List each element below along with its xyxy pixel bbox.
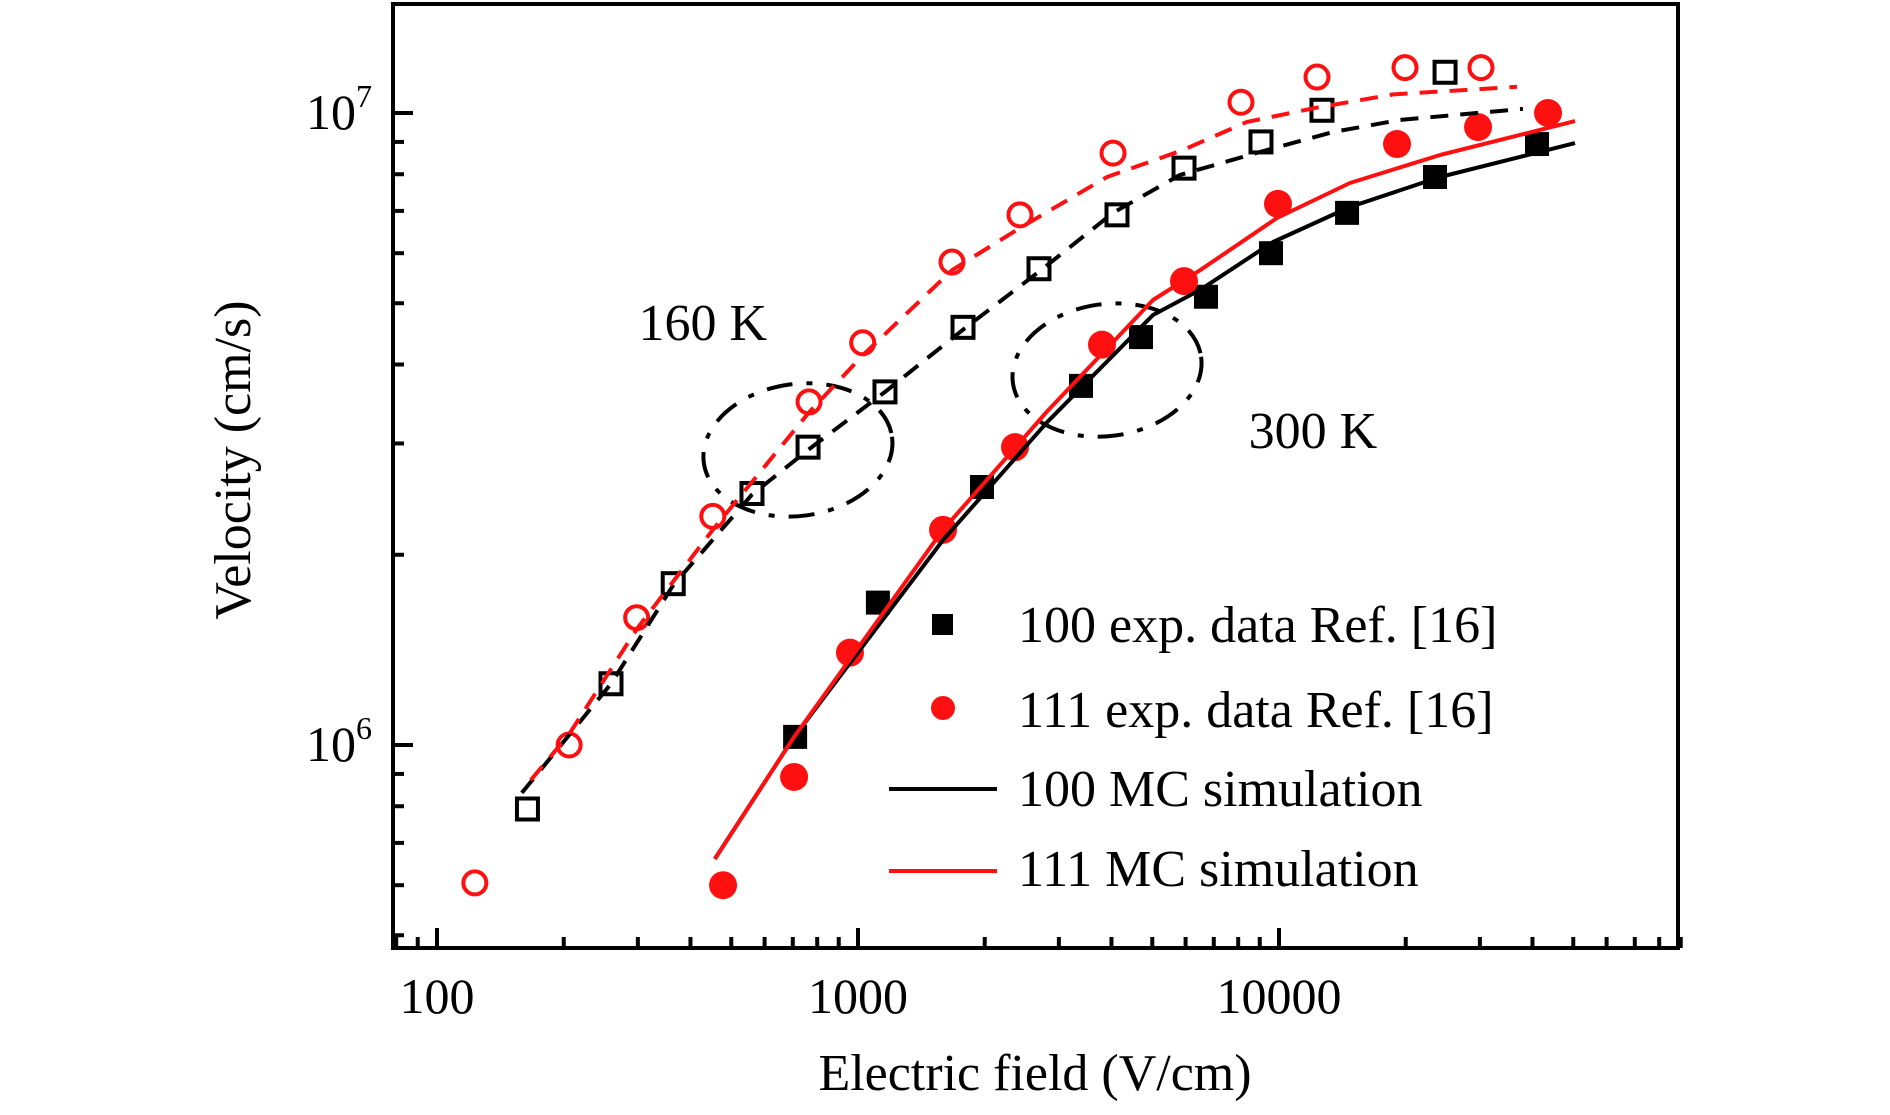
dashed-line-7: [529, 84, 1518, 782]
data-point: [1534, 99, 1563, 127]
data-point: [598, 671, 624, 697]
data-point: [1263, 189, 1292, 218]
data-point: [1087, 330, 1116, 359]
series-2: [713, 141, 1576, 861]
data-point: [1006, 201, 1034, 229]
plot-area: [461, 54, 1576, 900]
solid-line-3: [713, 119, 1576, 861]
data-point: [950, 314, 976, 340]
y-tick-exponent: 7: [356, 78, 372, 114]
plot-frame: [391, 2, 1680, 950]
data-point: [514, 796, 540, 822]
data-point: [709, 871, 738, 900]
legend-label-111-mc: 111 MC simulation: [1018, 841, 1419, 898]
data-point: [1099, 139, 1127, 167]
solid-line-2: [713, 141, 1576, 861]
data-point: [1026, 256, 1052, 282]
annotation-ellipse-300k: [1010, 301, 1204, 439]
data-point: [1193, 284, 1218, 309]
x-tick-label: 1000: [808, 968, 908, 1024]
data-point: [795, 434, 821, 460]
dashed-line-6: [520, 106, 1524, 795]
y-tick-label: 107: [306, 78, 372, 140]
series-3: [713, 119, 1576, 861]
series-7: [529, 84, 1518, 782]
y-tick-exponent: 6: [356, 710, 372, 746]
data-point: [1432, 59, 1458, 85]
legend-label-100-mc: 100 MC simulation: [1018, 761, 1422, 818]
legend-square-icon: [932, 614, 953, 635]
annotation-ellipse-160k: [701, 381, 895, 519]
legend-circle-icon: [931, 696, 955, 720]
y-tick-label: 106: [306, 710, 372, 772]
legend-label-100-exp: 100 exp. data Ref. [16]: [1018, 597, 1497, 654]
data-point: [1383, 130, 1412, 159]
data-point: [1391, 54, 1419, 82]
data-point: [660, 571, 686, 597]
x-tick-label: 100: [400, 968, 475, 1024]
data-point: [1104, 202, 1130, 228]
x-axis-title: Electric field (V/cm): [818, 1045, 1251, 1102]
data-point: [1227, 88, 1255, 116]
series-6: [520, 106, 1524, 795]
y-axis-title: Velocity (cm/s): [205, 300, 262, 619]
data-point: [835, 638, 864, 667]
legend: 100 exp. data Ref. [16] 111 exp. data Re…: [889, 597, 1497, 898]
legend-label-111-exp: 111 exp. data Ref. [16]: [1018, 682, 1494, 739]
x-tick-label: 10000: [1217, 968, 1342, 1024]
annotation-300k: 300 K: [1249, 403, 1378, 460]
data-point: [780, 762, 809, 791]
data-point: [872, 379, 898, 405]
data-point: [1464, 113, 1493, 142]
data-point: [461, 869, 489, 897]
y-tick-base: 10: [306, 84, 356, 140]
annotation-160k: 160 K: [639, 295, 768, 352]
legend-symbols: [889, 614, 997, 873]
y-tick-base: 10: [306, 716, 356, 772]
data-point: [1467, 54, 1495, 82]
data-point: [1303, 63, 1331, 91]
data-point: [1171, 155, 1197, 181]
